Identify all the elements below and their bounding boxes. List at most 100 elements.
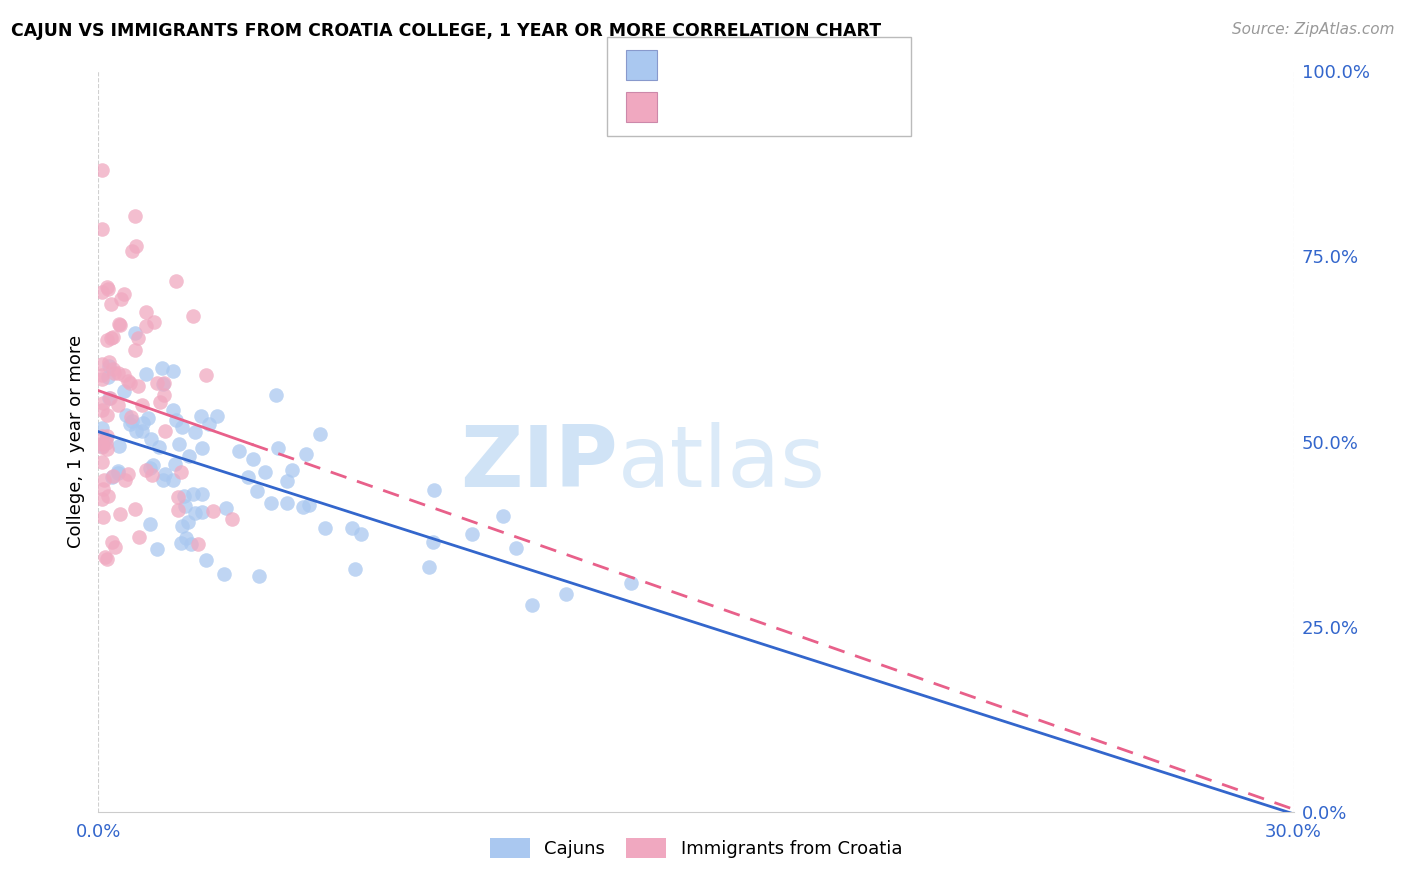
Point — [112, 368, 135, 383]
Point — [117, 374, 139, 388]
Point — [135, 367, 157, 381]
Point — [350, 527, 373, 541]
Point — [170, 466, 193, 480]
Point — [181, 487, 204, 501]
Point — [94, 549, 117, 564]
Point — [146, 541, 169, 556]
Point — [291, 500, 314, 514]
Text: R =: R = — [665, 98, 704, 116]
Point — [91, 285, 114, 299]
Point — [181, 309, 204, 323]
Point — [91, 429, 114, 443]
Point — [91, 437, 114, 451]
Text: -0.558: -0.558 — [706, 56, 770, 74]
Point — [91, 439, 114, 453]
Point — [108, 317, 131, 331]
Point — [177, 449, 200, 463]
Point — [91, 491, 114, 506]
Point — [117, 467, 139, 482]
Point — [295, 447, 318, 461]
Point — [91, 440, 114, 454]
Point — [162, 403, 184, 417]
Point — [242, 452, 264, 467]
Point — [344, 562, 367, 576]
Text: N =: N = — [778, 56, 817, 74]
Point — [96, 551, 118, 566]
Point — [162, 473, 184, 487]
Point — [120, 417, 142, 432]
Point — [167, 502, 190, 516]
Point — [97, 282, 120, 296]
Point — [120, 376, 142, 391]
Point — [132, 417, 155, 431]
Point — [309, 426, 332, 441]
Point — [554, 587, 576, 601]
Point — [167, 490, 190, 504]
Point — [91, 403, 114, 417]
Point — [314, 521, 336, 535]
Point — [153, 387, 176, 401]
Point — [96, 435, 118, 450]
Point — [124, 326, 146, 341]
Point — [139, 516, 162, 531]
Point — [153, 424, 176, 438]
Point — [94, 432, 117, 446]
Text: N =: N = — [778, 98, 817, 116]
Point — [112, 286, 135, 301]
Point — [522, 598, 544, 612]
Point — [110, 318, 132, 333]
Point — [187, 536, 209, 550]
Point — [190, 442, 212, 456]
Point — [93, 473, 115, 487]
Point — [205, 409, 228, 423]
Point — [100, 331, 122, 345]
Point — [96, 280, 118, 294]
Point — [619, 576, 641, 591]
Point — [103, 367, 125, 381]
Point — [153, 376, 176, 391]
Point — [165, 274, 187, 288]
Point — [135, 318, 157, 333]
Point — [91, 358, 114, 372]
Point — [190, 505, 212, 519]
Point — [120, 410, 142, 425]
Point — [96, 429, 118, 443]
Point — [212, 566, 235, 581]
Text: R =: R = — [665, 56, 704, 74]
Point — [121, 414, 143, 428]
Point — [125, 238, 148, 252]
Point — [108, 439, 131, 453]
Point — [260, 496, 283, 510]
Point — [141, 467, 163, 482]
Point — [97, 489, 120, 503]
Point — [165, 413, 187, 427]
Point — [176, 531, 198, 545]
Point — [170, 535, 193, 549]
Point — [115, 409, 138, 423]
Point — [221, 512, 243, 526]
Point — [253, 465, 276, 479]
Point — [91, 395, 114, 409]
Point — [422, 535, 444, 549]
Point — [101, 535, 124, 549]
Point — [173, 489, 195, 503]
Point — [492, 508, 515, 523]
Point — [128, 530, 150, 544]
Point — [100, 297, 122, 311]
Point — [172, 519, 194, 533]
Point — [139, 432, 162, 446]
Point — [127, 331, 149, 345]
Point — [155, 467, 177, 481]
Point — [198, 417, 221, 431]
Point — [202, 503, 225, 517]
Point — [124, 209, 146, 223]
Point — [172, 420, 194, 434]
Point — [184, 506, 207, 520]
Point — [422, 483, 444, 497]
Point — [418, 560, 440, 574]
Point — [150, 361, 173, 376]
Point — [124, 502, 146, 516]
Point — [124, 343, 146, 358]
Point — [98, 359, 121, 374]
Point — [110, 293, 132, 307]
